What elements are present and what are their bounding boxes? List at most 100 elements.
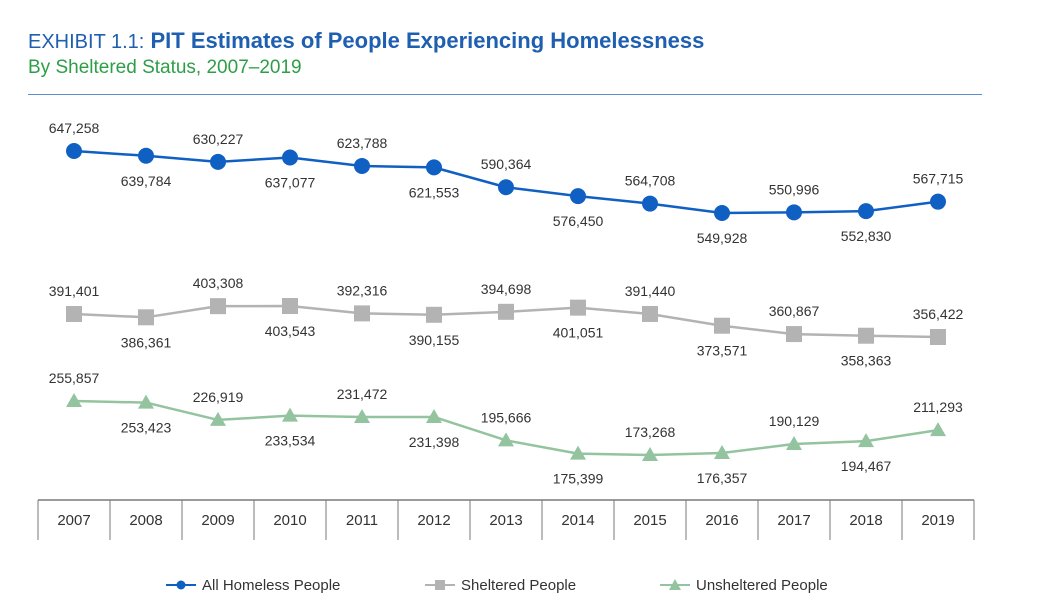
data-point-square (138, 309, 154, 326)
data-point-circle (66, 143, 82, 159)
data-point-circle (786, 204, 802, 221)
x-tick-label: 2009 (201, 512, 234, 529)
data-point-triangle (714, 444, 730, 459)
data-point-triangle (858, 433, 874, 448)
legend-label-all: All Homeless People (202, 576, 341, 594)
data-point-triangle (426, 408, 442, 423)
data-label: 194,467 (841, 458, 892, 474)
data-label: 590,364 (481, 156, 532, 172)
data-point-square (714, 317, 730, 334)
data-label: 576,450 (553, 213, 604, 229)
chart-subtitle: By Sheltered Status, 2007–2019 (28, 57, 302, 78)
exhibit-label: EXHIBIT 1.1: (28, 31, 145, 53)
title-block: EXHIBIT 1.1: PIT Estimates of People Exp… (28, 28, 704, 79)
data-point-triangle (498, 432, 514, 447)
data-point-circle (570, 188, 586, 205)
data-label: 360,867 (769, 303, 820, 319)
data-point-triangle (642, 447, 658, 461)
x-tick-label: 2008 (129, 512, 162, 529)
x-tick-label: 2012 (417, 512, 450, 529)
data-label: 211,293 (913, 399, 963, 415)
data-label: 386,361 (121, 334, 172, 350)
x-tick-label: 2011 (346, 512, 378, 529)
data-point-triangle (138, 394, 154, 409)
data-point-circle (138, 147, 154, 164)
data-point-triangle (210, 411, 226, 426)
legend-item-sheltered: Sheltered People (425, 574, 576, 596)
data-point-circle (858, 203, 874, 220)
data-label: 175,399 (553, 471, 604, 487)
data-label: 623,788 (337, 135, 388, 151)
data-label: 195,666 (481, 409, 532, 425)
data-point-circle (282, 149, 298, 166)
data-point-triangle (66, 393, 82, 407)
data-label: 567,715 (913, 171, 964, 187)
data-label: 630,227 (193, 131, 244, 147)
data-point-triangle (354, 408, 370, 423)
data-point-square (66, 305, 82, 322)
data-point-square (498, 303, 514, 320)
data-label: 253,423 (121, 420, 172, 436)
x-tick-label: 2019 (921, 512, 954, 529)
data-label: 403,308 (193, 275, 244, 291)
data-label: 549,928 (697, 230, 748, 246)
data-label: 550,996 (769, 181, 820, 197)
data-label: 391,440 (625, 283, 676, 299)
data-label: 231,472 (337, 386, 388, 402)
data-label: 176,357 (697, 470, 748, 486)
data-label: 637,077 (265, 174, 316, 190)
data-point-triangle (930, 422, 946, 437)
data-label: 173,268 (625, 424, 676, 440)
data-point-square (282, 298, 298, 314)
x-tick-label: 2017 (777, 512, 810, 529)
legend-item-all: All Homeless People (166, 574, 340, 596)
data-point-circle (426, 159, 442, 176)
legend-label-sheltered: Sheltered People (461, 576, 577, 594)
data-label: 356,422 (913, 306, 964, 322)
data-label: 403,543 (265, 323, 316, 339)
data-label: 233,534 (265, 433, 316, 449)
data-label: 552,830 (841, 228, 892, 244)
triangle-marker-icon (660, 579, 690, 590)
data-label: 391,401 (49, 283, 100, 299)
data-point-square (426, 306, 442, 323)
data-point-circle (714, 205, 730, 221)
data-point-circle (498, 179, 514, 196)
x-tick-label: 2007 (57, 512, 90, 529)
data-label: 621,553 (409, 184, 460, 200)
data-label: 231,398 (409, 434, 460, 450)
data-point-square (354, 305, 370, 322)
data-label: 394,698 (481, 281, 532, 297)
data-point-triangle (786, 435, 802, 450)
data-point-square (570, 299, 586, 316)
data-label: 401,051 (553, 325, 604, 341)
data-point-square (642, 305, 658, 322)
chart-legend: All Homeless People Sheltered People Uns… (0, 574, 1042, 596)
data-label: 392,316 (337, 282, 388, 298)
data-point-circle (210, 153, 226, 170)
circle-marker-icon (166, 580, 196, 590)
x-tick-label: 2014 (561, 512, 594, 529)
data-label: 639,784 (121, 173, 172, 189)
data-label: 358,363 (841, 353, 892, 369)
data-point-circle (642, 195, 658, 212)
chart-title: EXHIBIT 1.1: PIT Estimates of People Exp… (28, 28, 704, 54)
square-marker-icon (425, 580, 455, 590)
data-label: 564,708 (625, 173, 676, 189)
data-point-square (210, 298, 226, 315)
line-chart: 2007 2008 2009 2010 2011 2012 2013 2014 2015 2016… (37, 120, 975, 540)
data-label: 226,919 (193, 389, 244, 405)
data-label: 255,857 (49, 370, 100, 386)
x-tick-label: 2016 (705, 512, 738, 529)
x-tick-label: 2010 (273, 512, 306, 529)
data-point-circle (930, 193, 946, 210)
x-tick-label: 2018 (849, 512, 882, 529)
data-label: 373,571 (697, 343, 748, 359)
legend-label-unsheltered: Unsheltered People (696, 576, 828, 594)
data-point-triangle (570, 445, 586, 460)
data-point-circle (354, 157, 370, 174)
data-label: 390,155 (409, 332, 460, 348)
data-point-square (786, 326, 802, 343)
data-point-square (930, 329, 946, 345)
data-point-square (858, 327, 874, 344)
